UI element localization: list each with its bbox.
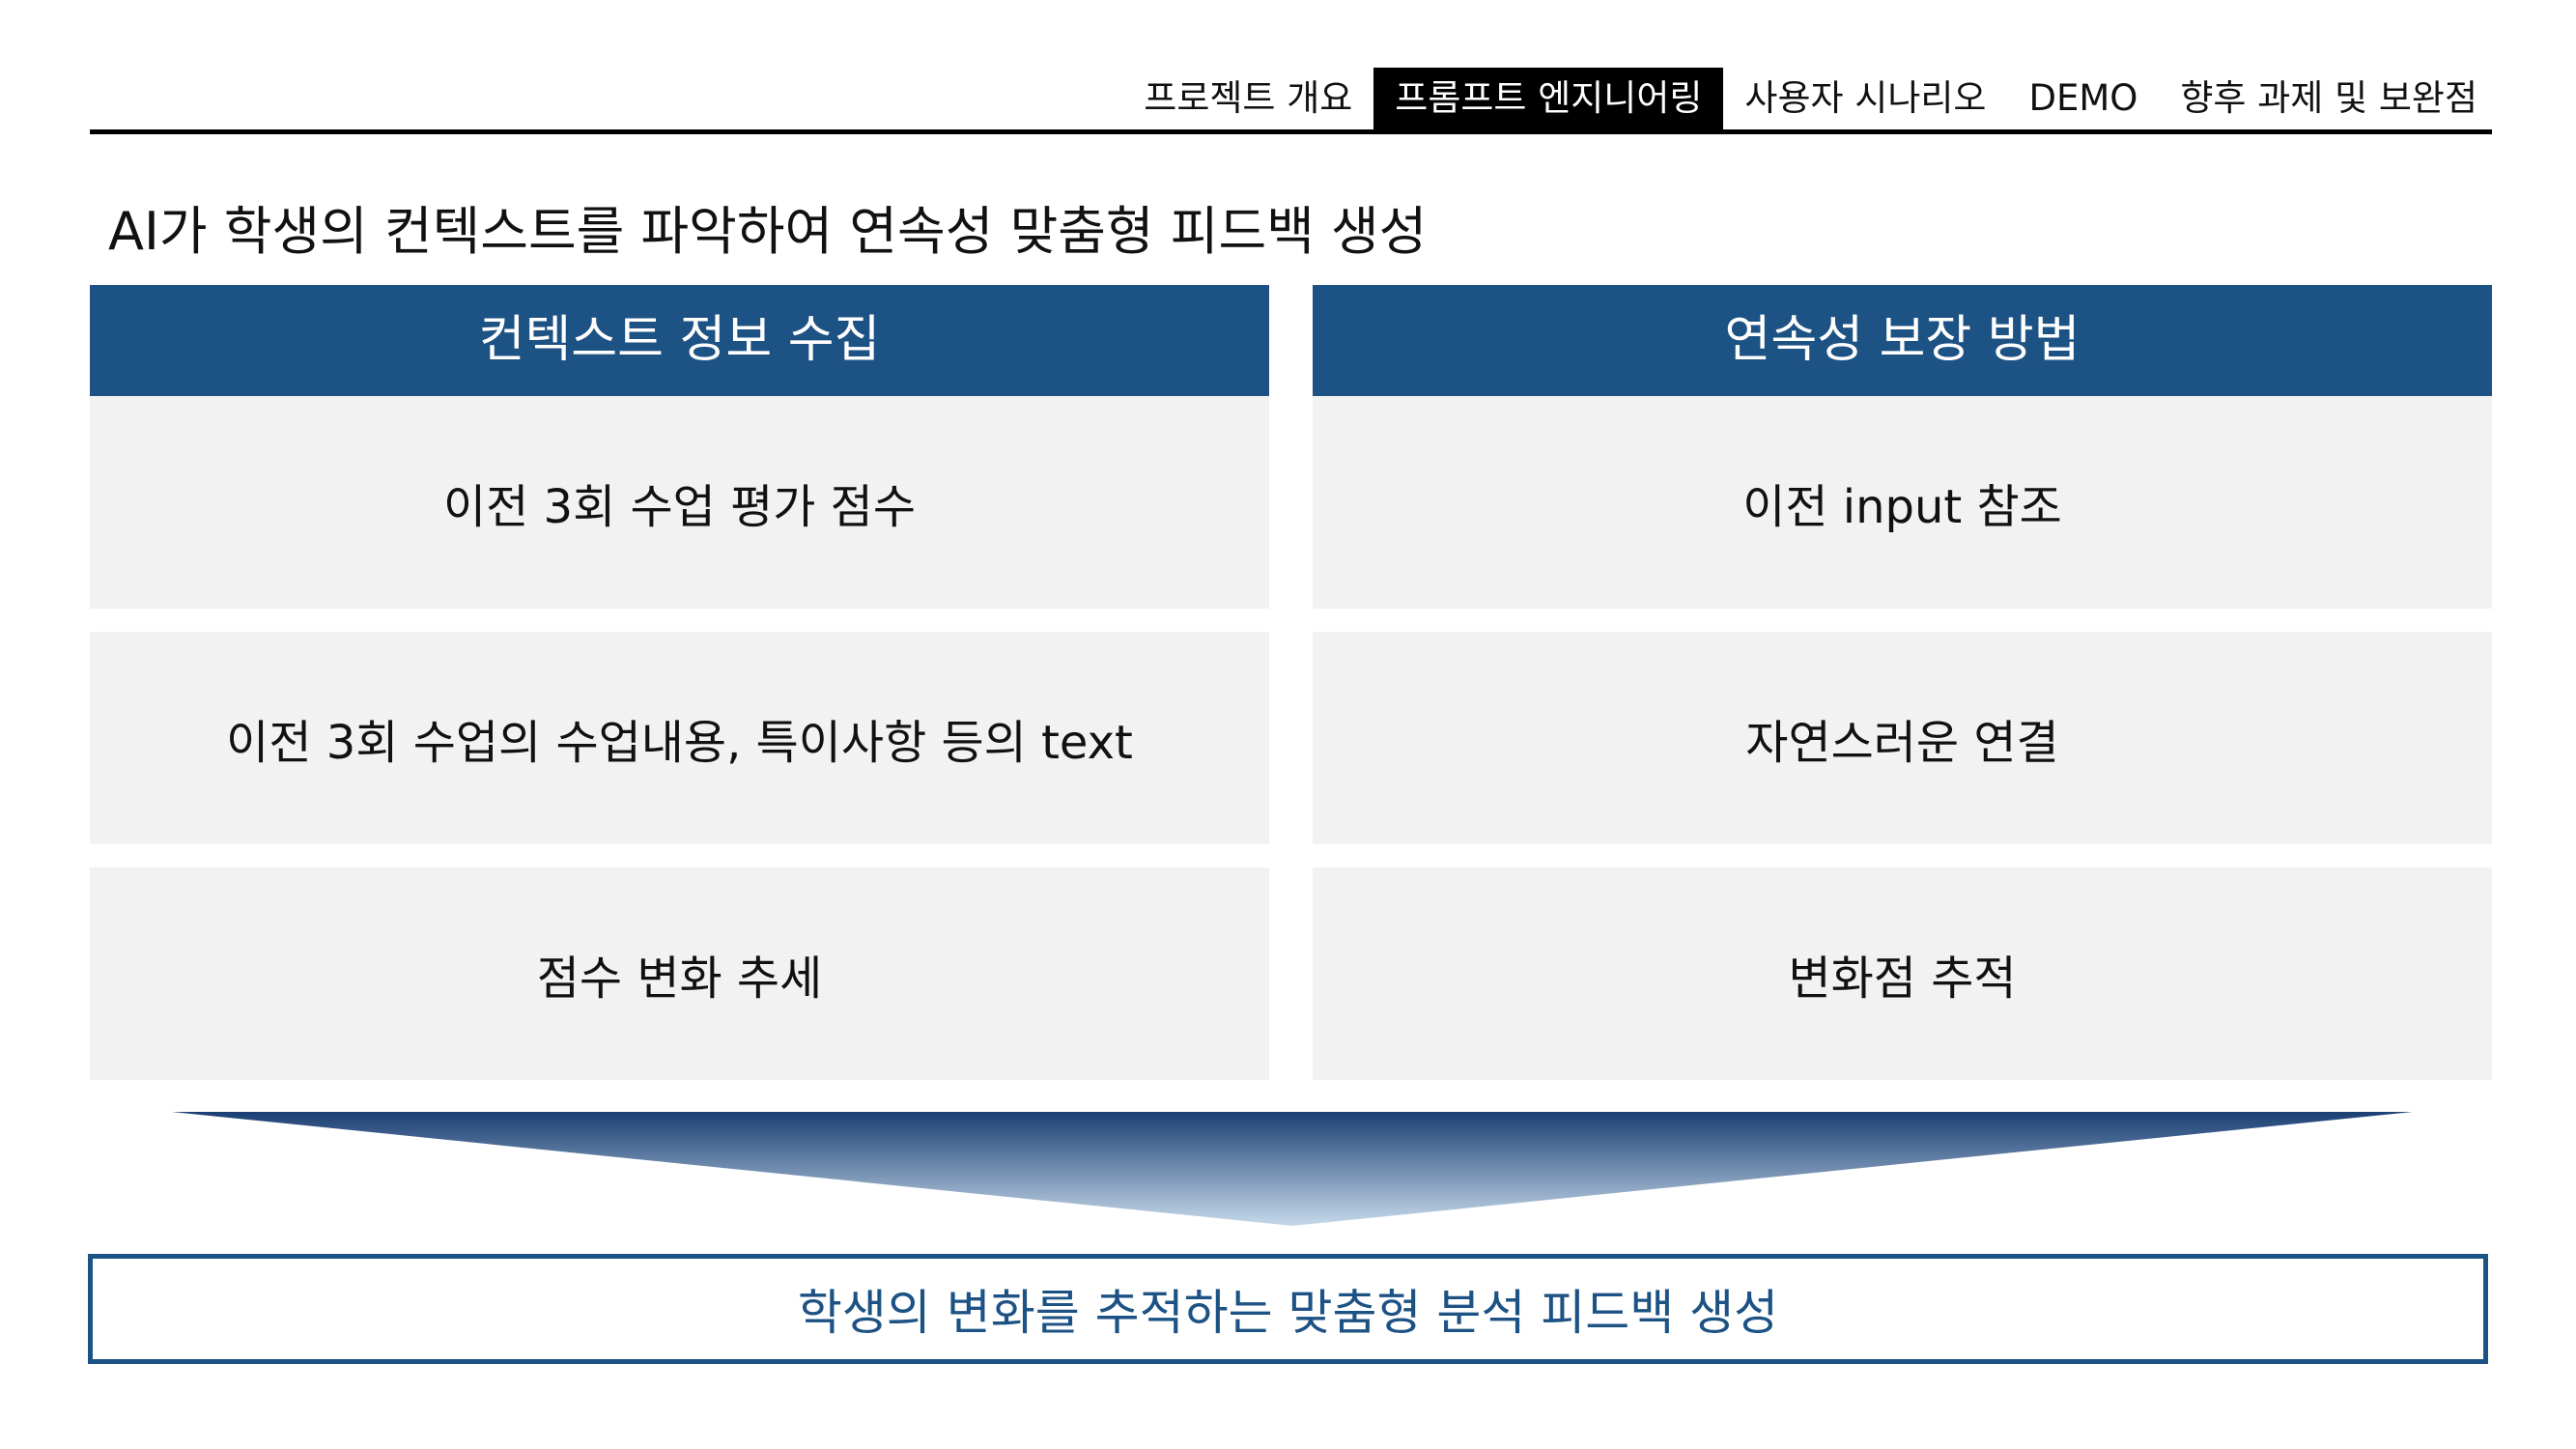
continuity-item-connection: 자연스러운 연결 xyxy=(1313,632,2492,844)
context-collection-header: 컨텍스트 정보 수집 xyxy=(90,285,1269,396)
continuity-item-reference: 이전 input 참조 xyxy=(1313,396,2492,609)
context-collection-column: 컨텍스트 정보 수집 이전 3회 수업 평가 점수 이전 3회 수업의 수업내용… xyxy=(90,285,1269,1080)
nav-divider xyxy=(90,129,2492,134)
tab-demo[interactable]: DEMO xyxy=(2028,77,2138,119)
page-title: AI가 학생의 컨텍스트를 파악하여 연속성 맞춤형 피드백 생성 xyxy=(108,201,1428,262)
context-item-notes: 이전 3회 수업의 수업내용, 특이사항 등의 text xyxy=(90,632,1269,844)
continuity-item-tracking: 변화점 추적 xyxy=(1313,867,2492,1080)
tab-prompt-engineering[interactable]: 프롬프트 엔지니어링 xyxy=(1373,68,1724,129)
continuity-method-header: 연속성 보장 방법 xyxy=(1313,285,2492,396)
result-text: 학생의 변화를 추적하는 맞춤형 분석 피드백 생성 xyxy=(797,1285,1779,1341)
continuity-method-column: 연속성 보장 방법 이전 input 참조 자연스러운 연결 변화점 추적 xyxy=(1313,285,2492,1080)
down-arrow-icon xyxy=(172,1112,2413,1226)
tab-user-scenario[interactable]: 사용자 시나리오 xyxy=(1744,77,1987,119)
tab-future-tasks[interactable]: 향후 과제 및 보완점 xyxy=(2180,77,2477,119)
context-item-scores: 이전 3회 수업 평가 점수 xyxy=(90,396,1269,609)
result-box: 학생의 변화를 추적하는 맞춤형 분석 피드백 생성 xyxy=(88,1254,2488,1364)
tab-project-overview[interactable]: 프로젝트 개요 xyxy=(1144,77,1353,119)
top-nav: 프로젝트 개요 프롬프트 엔지니어링 사용자 시나리오 DEMO 향후 과제 및… xyxy=(1122,68,2499,129)
context-item-trend: 점수 변화 추세 xyxy=(90,867,1269,1080)
